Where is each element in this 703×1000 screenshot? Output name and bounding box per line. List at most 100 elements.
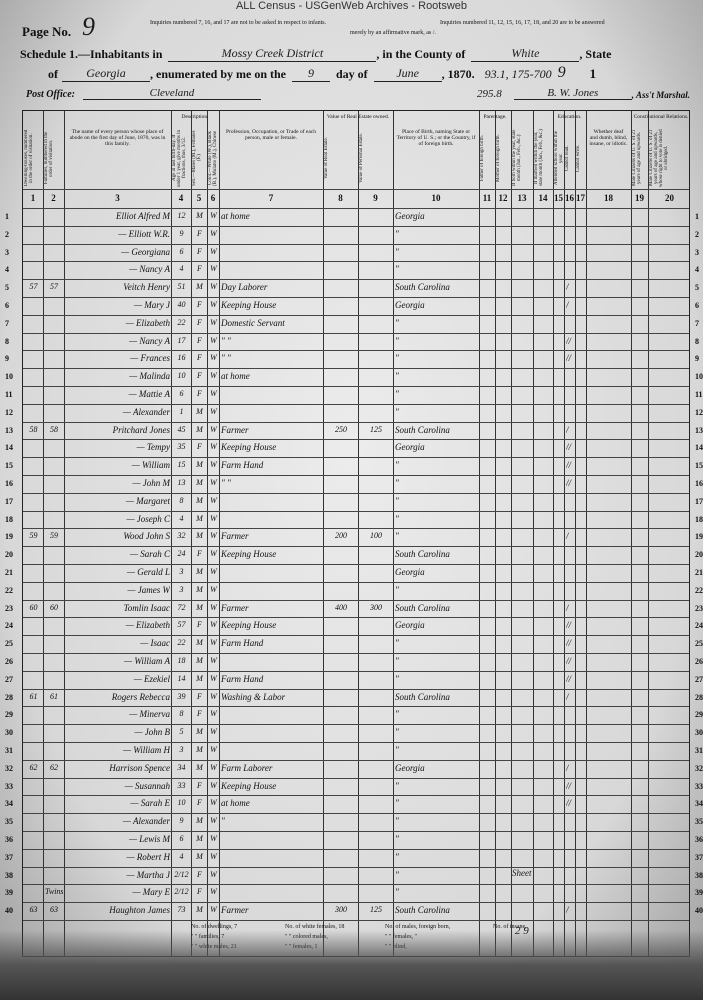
cell-color: W: [210, 549, 217, 559]
cell-age: 73: [177, 905, 186, 915]
cell-color: W: [210, 584, 217, 594]
row-number: 5: [5, 283, 9, 293]
cell-pers: 300: [370, 602, 382, 612]
cell-sex: F: [197, 353, 202, 363]
cell-color: W: [210, 282, 217, 292]
row-number: 13: [5, 425, 13, 435]
cell-dw: 61: [29, 691, 38, 701]
cell-dw: 59: [29, 531, 38, 541]
cell-birth: ": [395, 531, 399, 542]
marshal-label: , Ass't Marshal.: [631, 90, 690, 100]
cell-birth: ": [395, 816, 399, 827]
row-divider: [23, 653, 689, 654]
cell-marks: //: [566, 442, 572, 453]
column-divider: [479, 111, 480, 956]
column-divider: [575, 111, 576, 956]
row-number: 28: [5, 692, 13, 702]
cell-age: 22: [177, 638, 186, 648]
cell-fam: 61: [50, 691, 58, 701]
row-number: 24: [5, 621, 13, 631]
margin-right-note: Sheet: [512, 868, 532, 878]
cell-birth: ": [395, 371, 399, 382]
cell-name: — Mary J: [134, 300, 170, 310]
column-divider: [648, 111, 649, 956]
row-divider: [23, 297, 689, 298]
row-number: 31: [695, 746, 703, 755]
row-number: 39: [5, 888, 13, 898]
cell-name: — Isaac: [140, 638, 170, 649]
cell-occ: Farmer: [221, 905, 249, 916]
column-header: Sex.—Males (M.), Females (F.): [192, 130, 202, 186]
cell-marks: //: [566, 673, 572, 684]
cell-name: Harrison Spence: [109, 762, 170, 773]
cell-name: — Sarah C: [129, 549, 170, 560]
cell-name: — Margaret: [125, 495, 170, 506]
cell-real: 250: [335, 424, 347, 434]
cell-age: 1: [179, 406, 184, 416]
column-divider: [511, 111, 512, 956]
state: Georgia: [62, 66, 150, 82]
row-number: 8: [695, 336, 699, 346]
cell-sex: F: [197, 442, 202, 452]
cell-birth: South Carolina: [395, 549, 450, 560]
row-divider: [23, 902, 689, 904]
row-number: 25: [695, 639, 703, 649]
cell-name: — Martha J: [126, 869, 171, 880]
row-number: 35: [695, 817, 703, 827]
cell-birth: South Carolina: [395, 691, 450, 702]
cell-occ: Keeping House: [221, 442, 277, 453]
row-divider: [23, 510, 689, 512]
cell-name: — Tempy: [136, 442, 170, 453]
cell-age: 2/12: [174, 887, 189, 897]
cell-birth: ": [395, 745, 399, 755]
cell-name: — Elizabeth: [125, 317, 170, 328]
cell-birth: ": [395, 656, 399, 666]
cell-sex: F: [197, 371, 202, 381]
sheet-number: 1: [589, 66, 597, 81]
row-divider: [23, 777, 689, 779]
cell-marks: //: [566, 335, 572, 346]
row-number: 34: [695, 799, 703, 809]
row-number: 17: [5, 496, 13, 506]
inquiry-note-1: Inquiries numbered 7, 16, and 17 are not…: [150, 20, 327, 26]
column-number: 7: [268, 193, 274, 203]
row-divider: [23, 208, 689, 209]
cell-occ: Farm Hand: [221, 673, 264, 684]
row-number: 6: [5, 301, 9, 310]
cell-birth: ": [395, 834, 399, 844]
cell-color: W: [210, 834, 217, 843]
column-divider: [219, 111, 220, 956]
group-header-value: Value of Real Estate owned.: [326, 114, 390, 120]
column-number: 18: [604, 193, 613, 203]
column-number: 19: [635, 193, 644, 203]
state-label: , State: [579, 47, 612, 61]
cell-occ: Keeping House: [221, 300, 277, 310]
cell-marks: //: [566, 478, 572, 488]
cell-name: — Elliott W.R.: [118, 228, 170, 239]
row-number: 8: [5, 336, 9, 346]
cell-pers: 125: [370, 424, 382, 434]
cell-name: — Mary E: [132, 887, 171, 898]
cell-sex: M: [196, 834, 203, 843]
column-number: 10: [431, 193, 441, 203]
cell-name: — John B: [134, 727, 171, 738]
cell-name: Rogers Rebecca: [111, 691, 170, 702]
row-divider: [23, 831, 689, 832]
row-number: 10: [695, 372, 703, 382]
cell-sex: M: [196, 567, 203, 576]
cell-color: W: [210, 264, 217, 274]
column-divider: [586, 111, 587, 956]
row-number: 22: [5, 585, 13, 595]
cell-occ: " ": [221, 335, 231, 346]
cell-sex: M: [196, 762, 203, 772]
cell-name: — John M: [132, 478, 171, 488]
cell-birth: ": [395, 887, 399, 898]
row-number: 36: [5, 835, 13, 844]
page-number: 9: [82, 12, 95, 41]
row-divider: [23, 439, 689, 441]
cell-color: W: [210, 620, 217, 630]
column-header: Place of Birth, naming State or Territor…: [396, 129, 476, 147]
row-number: 22: [695, 585, 703, 595]
cell-marks: //: [566, 460, 572, 471]
cell-sex: F: [197, 228, 202, 238]
